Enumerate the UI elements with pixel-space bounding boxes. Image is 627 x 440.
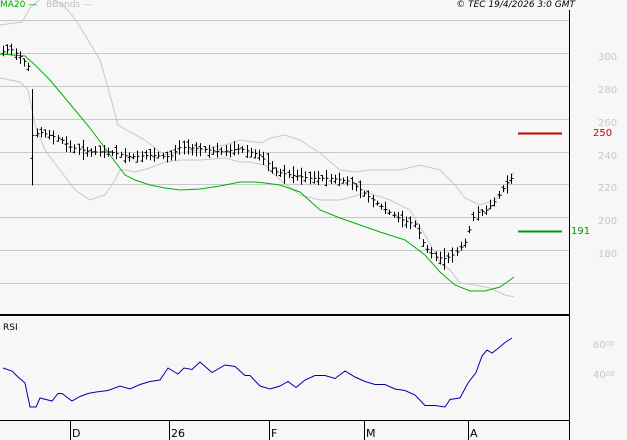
legend-bbands: BBands — [46, 0, 92, 10]
x-tick-april: A [470, 427, 478, 440]
x-tick-february: F [271, 427, 278, 440]
support-level-label: 191 [571, 226, 591, 237]
rsi-tick-60: 6000 [593, 340, 615, 351]
legend-ma20: MA20 — [0, 0, 38, 10]
y-tick-240: 240 [598, 151, 618, 162]
price-gridlines [0, 20, 569, 284]
y-tick-260: 260 [598, 118, 618, 129]
rsi-tick-40: 4000 [593, 370, 615, 381]
copyright-timestamp: © TEC 19/4/2026 3:0 GMT [456, 0, 575, 10]
y-tick-200: 200 [598, 216, 618, 227]
rsi-panel-title: RSI [3, 323, 18, 333]
bbands-lower-line [0, 77, 515, 298]
y-tick-220: 220 [598, 183, 618, 194]
y-tick-180: 180 [598, 249, 618, 260]
rsi-line [2, 337, 513, 408]
chart-legend: MA20 — BBands — [0, 0, 92, 11]
x-tick-march: M [366, 427, 376, 440]
x-axis-ticks [70, 420, 469, 440]
x-tick-december: D [72, 427, 81, 440]
y-tick-300: 300 [598, 52, 618, 63]
bbands-upper-line [0, 0, 515, 206]
y-tick-280: 280 [598, 85, 618, 96]
ma20-line [0, 53, 515, 292]
resistance-level-label: 250 [593, 128, 613, 139]
x-tick-2026: 26 [171, 427, 185, 440]
price-bars [1, 43, 514, 270]
